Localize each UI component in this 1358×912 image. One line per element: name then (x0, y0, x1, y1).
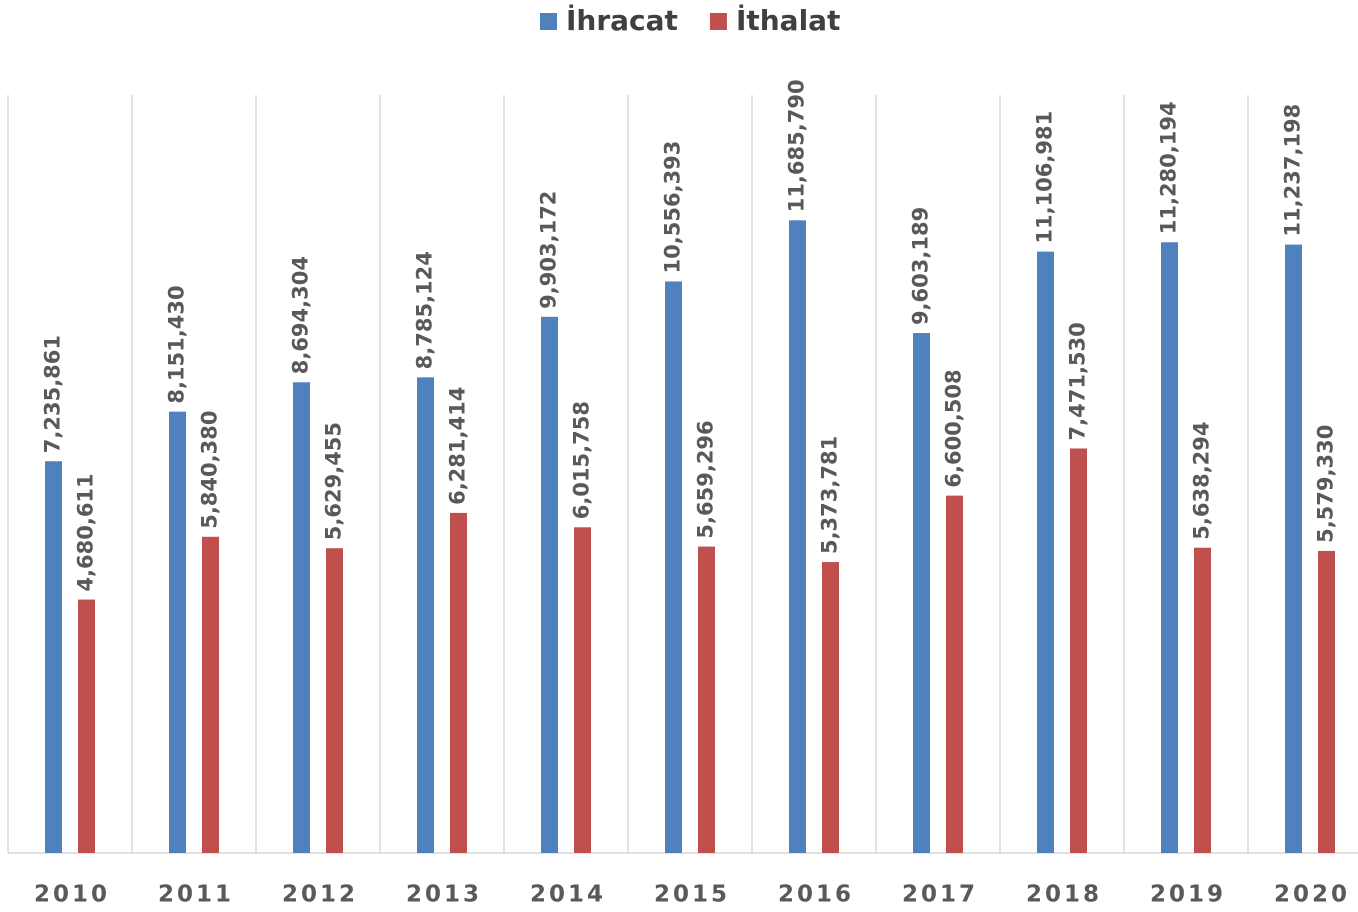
x-tick-label: 2014 (530, 882, 606, 908)
bar (698, 546, 715, 853)
bar (822, 562, 839, 853)
data-label: 5,659,296 (694, 420, 718, 538)
bar (450, 512, 467, 853)
bar (293, 382, 310, 853)
x-tick-label: 2020 (1274, 882, 1350, 908)
data-label: 8,694,304 (289, 256, 313, 374)
data-label: 11,106,981 (1033, 111, 1057, 244)
bar (1037, 251, 1054, 853)
bar (326, 548, 343, 853)
data-label: 9,903,172 (537, 191, 561, 309)
data-label: 6,600,508 (942, 369, 966, 487)
data-label: 8,785,124 (413, 251, 437, 369)
bar (1318, 550, 1335, 853)
legend-label: İhracat (566, 3, 678, 37)
bar (45, 461, 62, 853)
bar (417, 377, 434, 853)
data-label: 6,015,758 (570, 401, 594, 519)
x-tick-label: 2013 (406, 882, 482, 908)
data-label: 9,603,189 (909, 207, 933, 325)
data-label: 5,840,380 (198, 411, 222, 529)
data-label: 7,235,861 (41, 335, 65, 453)
data-label: 7,471,530 (1066, 322, 1090, 440)
data-label: 10,556,393 (661, 141, 685, 274)
bar (169, 411, 186, 853)
x-tick-label: 2010 (34, 882, 110, 908)
bar (1194, 547, 1211, 853)
x-tick-label: 2016 (778, 882, 854, 908)
data-label: 5,638,294 (1190, 421, 1214, 539)
bar (1285, 244, 1302, 853)
data-label: 11,237,198 (1281, 104, 1305, 237)
bar (202, 536, 219, 853)
x-tick-label: 2015 (654, 882, 730, 908)
legend-swatch (709, 13, 727, 30)
bar (789, 220, 806, 853)
data-label: 11,685,790 (785, 79, 809, 212)
x-tick-label: 2011 (158, 882, 234, 908)
bar (665, 281, 682, 853)
bar (1070, 448, 1087, 853)
data-label: 6,281,414 (446, 387, 470, 505)
bar (913, 333, 930, 853)
bar (1161, 242, 1178, 854)
data-label: 5,579,330 (1314, 425, 1338, 543)
bar (946, 495, 963, 853)
data-label: 4,680,611 (74, 473, 98, 591)
data-label: 5,629,455 (322, 422, 346, 540)
x-tick-label: 2018 (1026, 882, 1102, 908)
bar (574, 527, 591, 853)
legend-label: İthalat (736, 3, 841, 37)
x-tick-label: 2012 (282, 882, 358, 908)
legend-swatch (540, 13, 557, 30)
data-label: 11,280,194 (1157, 101, 1181, 234)
bar (541, 316, 558, 853)
x-tick-label: 2017 (902, 882, 978, 908)
x-tick-label: 2019 (1150, 882, 1226, 908)
data-label: 8,151,430 (165, 285, 189, 403)
data-label: 5,373,781 (818, 436, 842, 554)
bar (78, 599, 95, 853)
